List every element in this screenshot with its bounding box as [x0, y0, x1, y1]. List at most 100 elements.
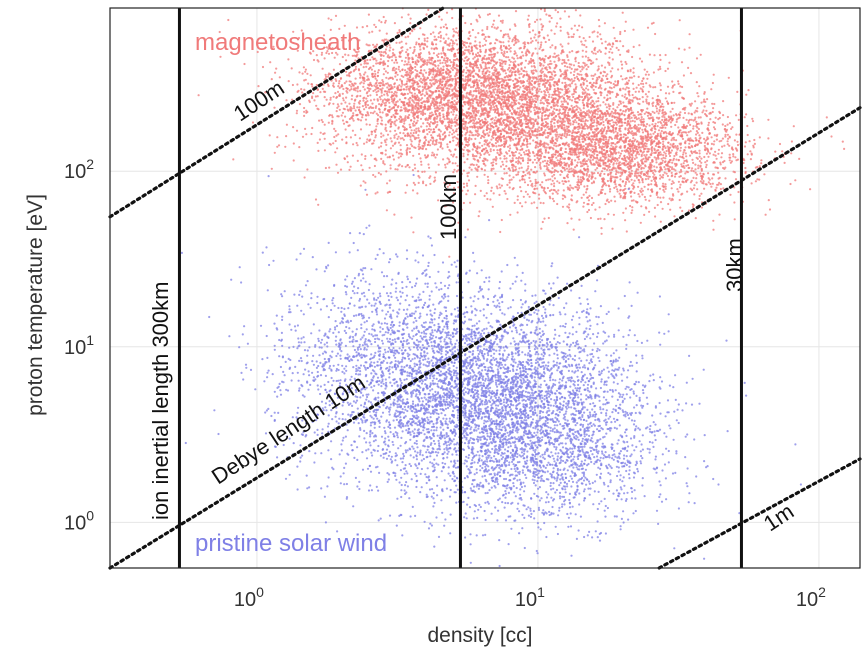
- magnetosheath-point-2837: [567, 42, 570, 45]
- magnetosheath-point-2987: [389, 130, 392, 133]
- magnetosheath-point-2436: [484, 147, 487, 150]
- magnetosheath-point-1111: [484, 63, 487, 66]
- magnetosheath-point-3754: [445, 33, 448, 36]
- magnetosheath-point-2719: [532, 94, 535, 98]
- magnetosheath-point-33: [540, 90, 543, 93]
- magnetosheath-point-3723: [536, 98, 539, 101]
- magnetosheath-point-4235: [539, 99, 542, 102]
- magnetosheath-point-3775: [432, 73, 435, 76]
- magnetosheath-point-4394: [505, 151, 508, 154]
- magnetosheath-point-891: [426, 40, 429, 43]
- magnetosheath-point-4166: [517, 80, 520, 83]
- magnetosheath-point-1395: [463, 146, 466, 149]
- magnetosheath-point-4383: [548, 81, 551, 84]
- magnetosheath-point-2449: [522, 151, 526, 154]
- magnetosheath-point-949: [572, 35, 575, 39]
- magnetosheath-point-1624: [483, 169, 486, 172]
- magnetosheath-point-3366: [386, 71, 389, 74]
- magnetosheath-point-3523: [406, 48, 409, 51]
- magnetosheath-point-3457: [570, 104, 573, 107]
- magnetosheath-point-1942: [415, 127, 418, 130]
- magnetosheath-point-216: [555, 131, 558, 134]
- magnetosheath-point-3263: [453, 30, 456, 33]
- magnetosheath-point-2276: [627, 79, 631, 82]
- magnetosheath-point-1528: [476, 51, 480, 55]
- magnetosheath-point-463: [527, 157, 530, 160]
- magnetosheath-point-1393: [495, 125, 498, 128]
- magnetosheath-point-4919: [768, 208, 772, 211]
- magnetosheath-point-4372: [517, 93, 520, 96]
- magnetosheath-point-3978: [329, 143, 332, 146]
- magnetosheath-point-2537: [684, 146, 687, 149]
- magnetosheath-point-4253: [583, 158, 586, 161]
- magnetosheath-point-3086: [506, 145, 510, 148]
- magnetosheath-point-2016: [484, 157, 487, 160]
- magnetosheath-point-441: [314, 198, 318, 201]
- magnetosheath-point-2117: [329, 96, 332, 99]
- magnetosheath-point-4698: [841, 140, 844, 143]
- magnetosheath-point-4418: [473, 124, 476, 127]
- magnetosheath-point-4348: [321, 120, 324, 124]
- magnetosheath-point-1800: [426, 59, 429, 62]
- magnetosheath-point-4514: [526, 161, 530, 165]
- magnetosheath-point-4149: [653, 54, 656, 57]
- magnetosheath-point-3556: [572, 64, 576, 67]
- magnetosheath-point-3047: [470, 168, 473, 171]
- magnetosheath-point-480: [503, 155, 506, 158]
- magnetosheath-point-4303: [490, 56, 493, 59]
- magnetosheath-point-4677: [551, 179, 554, 182]
- magnetosheath-point-2621: [492, 89, 495, 93]
- magnetosheath-point-416: [285, 135, 288, 138]
- magnetosheath-point-3925: [479, 50, 482, 53]
- magnetosheath-point-2937: [568, 63, 571, 66]
- magnetosheath-point-2628: [345, 136, 348, 139]
- magnetosheath-point-288: [417, 181, 420, 184]
- magnetosheath-point-1144: [463, 59, 466, 63]
- magnetosheath-point-1799: [477, 160, 480, 163]
- magnetosheath-point-1911: [475, 101, 478, 104]
- magnetosheath-point-804: [340, 102, 343, 105]
- magnetosheath-point-1697: [500, 51, 503, 55]
- magnetosheath-point-4708: [580, 123, 583, 126]
- magnetosheath-point-3423: [423, 39, 426, 42]
- magnetosheath-point-4684: [482, 162, 485, 165]
- magnetosheath-point-3099: [385, 138, 388, 141]
- magnetosheath-point-1906: [531, 150, 535, 154]
- magnetosheath-point-2057: [553, 122, 556, 125]
- magnetosheath-point-1092: [474, 184, 477, 187]
- magnetosheath-point-4884: [662, 105, 665, 108]
- magnetosheath-point-127: [526, 145, 529, 148]
- magnetosheath-point-628: [428, 130, 431, 134]
- magnetosheath-point-2806: [484, 35, 487, 39]
- magnetosheath-point-3860: [515, 112, 518, 115]
- magnetosheath-point-3112: [403, 88, 406, 91]
- magnetosheath-point-1316: [726, 115, 730, 119]
- magnetosheath-point-3412: [418, 139, 421, 142]
- magnetosheath-point-3819: [528, 101, 531, 104]
- magnetosheath-point-2496: [352, 119, 355, 122]
- magnetosheath-point-4286: [579, 133, 582, 136]
- magnetosheath-point-2919: [588, 93, 591, 96]
- magnetosheath-point-4198: [494, 109, 497, 113]
- magnetosheath-point-4679: [560, 169, 563, 172]
- magnetosheath-point-850: [559, 17, 562, 20]
- magnetosheath-point-4566: [435, 125, 438, 128]
- magnetosheath-point-3218: [452, 171, 455, 174]
- magnetosheath-point-3067: [403, 107, 406, 110]
- magnetosheath-point-2255: [531, 79, 534, 83]
- magnetosheath-point-3689: [445, 56, 448, 60]
- magnetosheath-point-967: [662, 140, 665, 143]
- magnetosheath-point-48: [549, 178, 552, 181]
- magnetosheath-point-3433: [430, 94, 433, 97]
- magnetosheath-point-4941: [582, 205, 585, 208]
- magnetosheath-point-4212: [471, 66, 475, 70]
- magnetosheath-point-239: [380, 132, 383, 135]
- magnetosheath-point-3763: [451, 162, 454, 165]
- magnetosheath-point-201: [426, 118, 429, 121]
- magnetosheath-point-270: [453, 118, 456, 121]
- magnetosheath-point-155: [421, 85, 424, 88]
- magnetosheath-point-2576: [574, 159, 577, 162]
- magnetosheath-point-1029: [537, 90, 540, 93]
- magnetosheath-point-3233: [587, 88, 590, 91]
- magnetosheath-point-4819: [637, 123, 640, 126]
